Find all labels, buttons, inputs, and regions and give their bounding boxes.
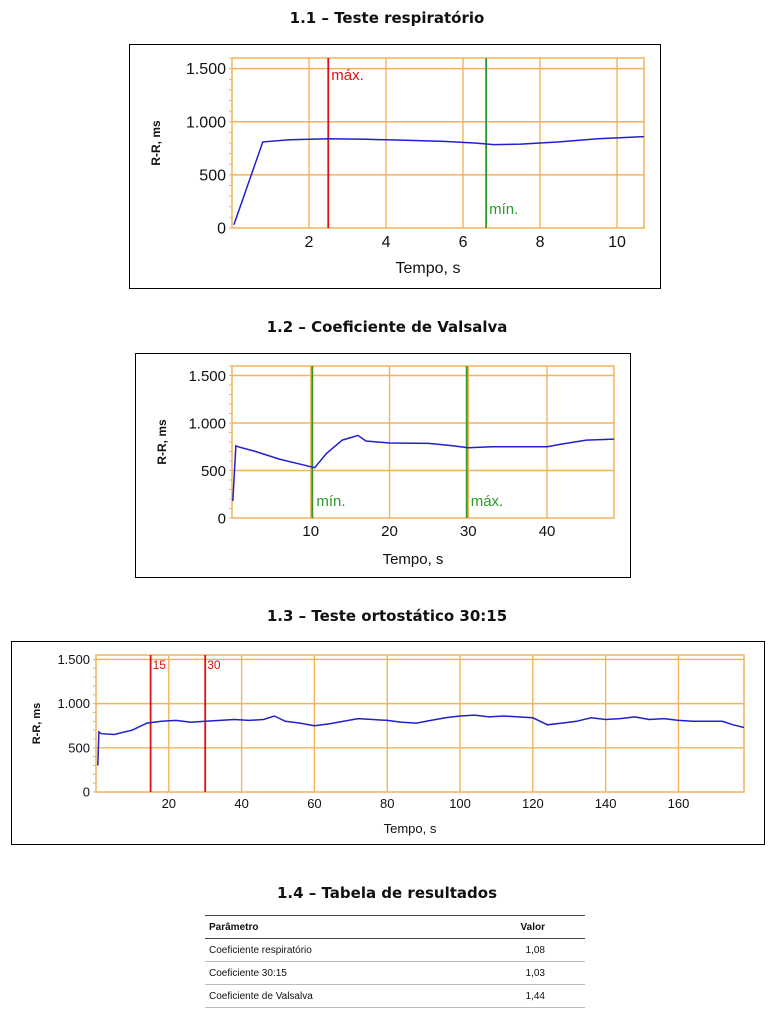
rr-interval-line [97, 714, 745, 766]
plot-frame [231, 57, 645, 229]
plot-frame [95, 654, 745, 793]
y-tick-label: 0 [218, 510, 226, 527]
chart-2-title: 1.2 – Coeficiente de Valsalva [266, 318, 508, 336]
y-tick-label: 1.000 [57, 696, 90, 711]
y-axis-label: R-R, ms [149, 120, 163, 166]
table-header-row: Parâmetro Valor [205, 915, 585, 939]
rr-interval-line [233, 135, 645, 226]
table-row: Coeficiente 30:15 1,03 [205, 961, 585, 985]
respiratory-test-chart: 0 500 1.000 1.500 2 4 6 8 10 Tempo, s R-R, ms máx. m… [129, 44, 661, 289]
x-tick-label: 80 [380, 796, 394, 811]
table-row: Coeficiente respiratório 1,08 [205, 938, 585, 962]
rr-interval-line [232, 434, 615, 501]
y-tick-label: 500 [199, 167, 226, 184]
marker-label: mín. [316, 493, 345, 510]
x-tick-label: 60 [307, 796, 321, 811]
y-tick-label: 0 [217, 221, 226, 238]
y-axis-label: R-R, ms [31, 703, 43, 745]
x-tick-label: 160 [668, 796, 690, 811]
y-axis-label: R-R, ms [155, 419, 169, 465]
y-tick-label: 0 [83, 785, 90, 800]
y-tick-label: 500 [68, 740, 90, 755]
marker-label: máx. [331, 67, 364, 84]
x-tick-label: 8 [536, 234, 545, 251]
y-tick-label: 1.500 [188, 368, 226, 385]
x-tick-label: 20 [162, 796, 176, 811]
x-axis-label: Tempo, s [396, 260, 461, 277]
header-parameter: Parâmetro [205, 915, 441, 939]
row-value: 1,44 [440, 984, 585, 1008]
row-parameter: Coeficiente respiratório [205, 938, 441, 962]
x-tick-label: 40 [539, 523, 556, 540]
x-tick-label: 120 [522, 796, 544, 811]
x-tick-label: 2 [305, 234, 314, 251]
valsalva-chart: 0 500 1.000 1.500 10 20 30 40 Tempo, s R-R, ms mín… [135, 353, 631, 578]
header-value: Valor [440, 915, 585, 939]
marker-label: máx. [471, 493, 504, 510]
orthostatic-chart: 0 500 1.000 1.500 20 40 60 80 100 120 140 160 Tempo,… [11, 641, 765, 845]
y-tick-label: 1.500 [57, 652, 90, 667]
x-tick-label: 20 [381, 523, 398, 540]
y-tick-label: 1.500 [186, 61, 226, 78]
chart-3-title: 1.3 – Teste ortostático 30:15 [266, 607, 508, 625]
y-tick-label: 1.000 [188, 415, 226, 432]
table-row: Coeficiente de Valsalva 1,44 [205, 984, 585, 1008]
x-axis-label: Tempo, s [384, 821, 437, 836]
x-tick-label: 30 [460, 523, 477, 540]
valsalva-plot: 0 500 1.000 1.500 10 20 30 40 Tempo, s R-R, ms mín… [155, 365, 615, 568]
row-parameter: Coeficiente 30:15 [205, 961, 441, 985]
x-tick-label: 6 [459, 234, 468, 251]
x-tick-label: 4 [382, 234, 391, 251]
x-tick-label: 10 [302, 523, 319, 540]
x-tick-label: 10 [608, 234, 626, 251]
x-axis-label: Tempo, s [383, 551, 444, 568]
x-tick-label: 100 [449, 796, 471, 811]
chart-1-title: 1.1 – Teste respiratório [289, 9, 485, 27]
marker-label: 30 [207, 658, 221, 672]
y-tick-label: 1.000 [186, 114, 226, 131]
x-tick-label: 40 [234, 796, 248, 811]
respiratory-test-plot: 0 500 1.000 1.500 2 4 6 8 10 Tempo, s R-R, ms máx. m… [149, 57, 645, 277]
marker-label: 15 [153, 658, 167, 672]
marker-label: mín. [489, 201, 518, 218]
orthostatic-plot: 0 500 1.000 1.500 20 40 60 80 100 120 140 160 Tempo,… [31, 652, 745, 836]
row-value: 1,08 [440, 938, 585, 962]
plot-frame [231, 365, 615, 519]
row-value: 1,03 [440, 961, 585, 985]
y-tick-label: 500 [201, 463, 226, 480]
x-tick-label: 140 [595, 796, 617, 811]
results-table: Parâmetro Valor Coeficiente respiratório… [205, 915, 585, 1008]
row-parameter: Coeficiente de Valsalva [205, 984, 441, 1008]
table-title: 1.4 – Tabela de resultados [276, 884, 498, 902]
